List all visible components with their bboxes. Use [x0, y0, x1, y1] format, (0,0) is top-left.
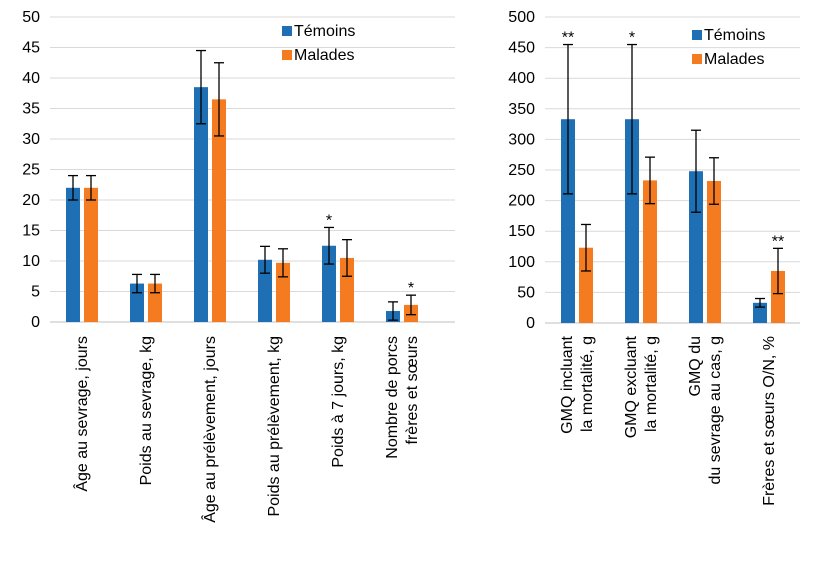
x-tick-label: la mortalité, g	[579, 336, 596, 432]
x-tick-label: Poids à 7 jours, kg	[330, 336, 347, 468]
legend-label: Témoins	[294, 23, 355, 40]
y-tick-label: 350	[508, 101, 535, 118]
y-tick-label: 40	[22, 70, 40, 87]
y-tick-label: 5	[31, 284, 40, 301]
annotation: **	[562, 30, 574, 47]
y-tick-label: 35	[22, 101, 40, 118]
bar	[561, 119, 575, 323]
y-tick-label: 50	[517, 284, 535, 301]
y-tick-label: 100	[508, 254, 535, 271]
y-tick-label: 30	[22, 131, 40, 148]
x-tick-label: Poids au sevrage, kg	[138, 336, 155, 485]
legend-swatch	[282, 26, 292, 36]
x-tick-label: la mortalité, g	[643, 336, 660, 432]
y-tick-label: 15	[22, 223, 40, 240]
bar	[66, 187, 80, 322]
bar	[579, 247, 593, 323]
y-tick-label: 25	[22, 162, 40, 179]
bar	[771, 270, 785, 323]
y-tick-label: 150	[508, 223, 535, 240]
x-tick-label: Frères et sœurs O/N, %	[761, 336, 778, 506]
y-tick-label: 0	[526, 315, 535, 332]
bar	[276, 262, 290, 322]
bar	[194, 87, 208, 323]
x-tick-label: Âge au prélèvement, jours	[200, 336, 219, 523]
legend-label: Malades	[704, 51, 764, 68]
y-tick-label: 50	[22, 9, 40, 26]
annotation: *	[326, 212, 332, 229]
bar	[625, 119, 639, 323]
y-tick-label: 10	[22, 253, 40, 270]
y-tick-label: 20	[22, 192, 40, 209]
x-tick-label: Nombre de porcs	[384, 336, 401, 459]
bar	[689, 171, 703, 323]
bar	[753, 302, 767, 323]
legend-swatch	[692, 30, 702, 40]
x-tick-label: Poids au prélèvement, kg	[266, 336, 283, 517]
annotation: **	[772, 233, 784, 250]
y-tick-label: 500	[508, 9, 535, 26]
annotation: *	[408, 280, 414, 297]
y-tick-label: 250	[508, 162, 535, 179]
y-tick-label: 450	[508, 40, 535, 57]
y-tick-label: 45	[22, 40, 40, 57]
y-tick-label: 400	[508, 70, 535, 87]
bar	[643, 180, 657, 323]
x-tick-label: du sevrage au cas, g	[707, 336, 724, 485]
x-tick-label: frères et sœurs	[404, 336, 421, 444]
x-tick-label: GMQ du	[687, 336, 704, 396]
x-tick-label: Âge au sevrage, jours	[72, 336, 91, 492]
bar	[84, 187, 98, 322]
y-tick-label: 200	[508, 193, 535, 210]
x-tick-label: GMQ excluant	[623, 335, 640, 438]
legend-label: Malades	[294, 47, 354, 64]
x-tick-label: GMQ incluant	[559, 335, 576, 433]
legend-swatch	[692, 54, 702, 64]
bar	[322, 245, 336, 322]
bar	[707, 181, 721, 323]
y-tick-label: 0	[31, 314, 40, 331]
bar	[258, 259, 272, 322]
legend-swatch	[282, 50, 292, 60]
legend-label: Témoins	[704, 27, 765, 44]
bar	[340, 257, 354, 322]
y-tick-label: 300	[508, 131, 535, 148]
bar	[212, 99, 226, 322]
annotation: *	[629, 30, 635, 47]
